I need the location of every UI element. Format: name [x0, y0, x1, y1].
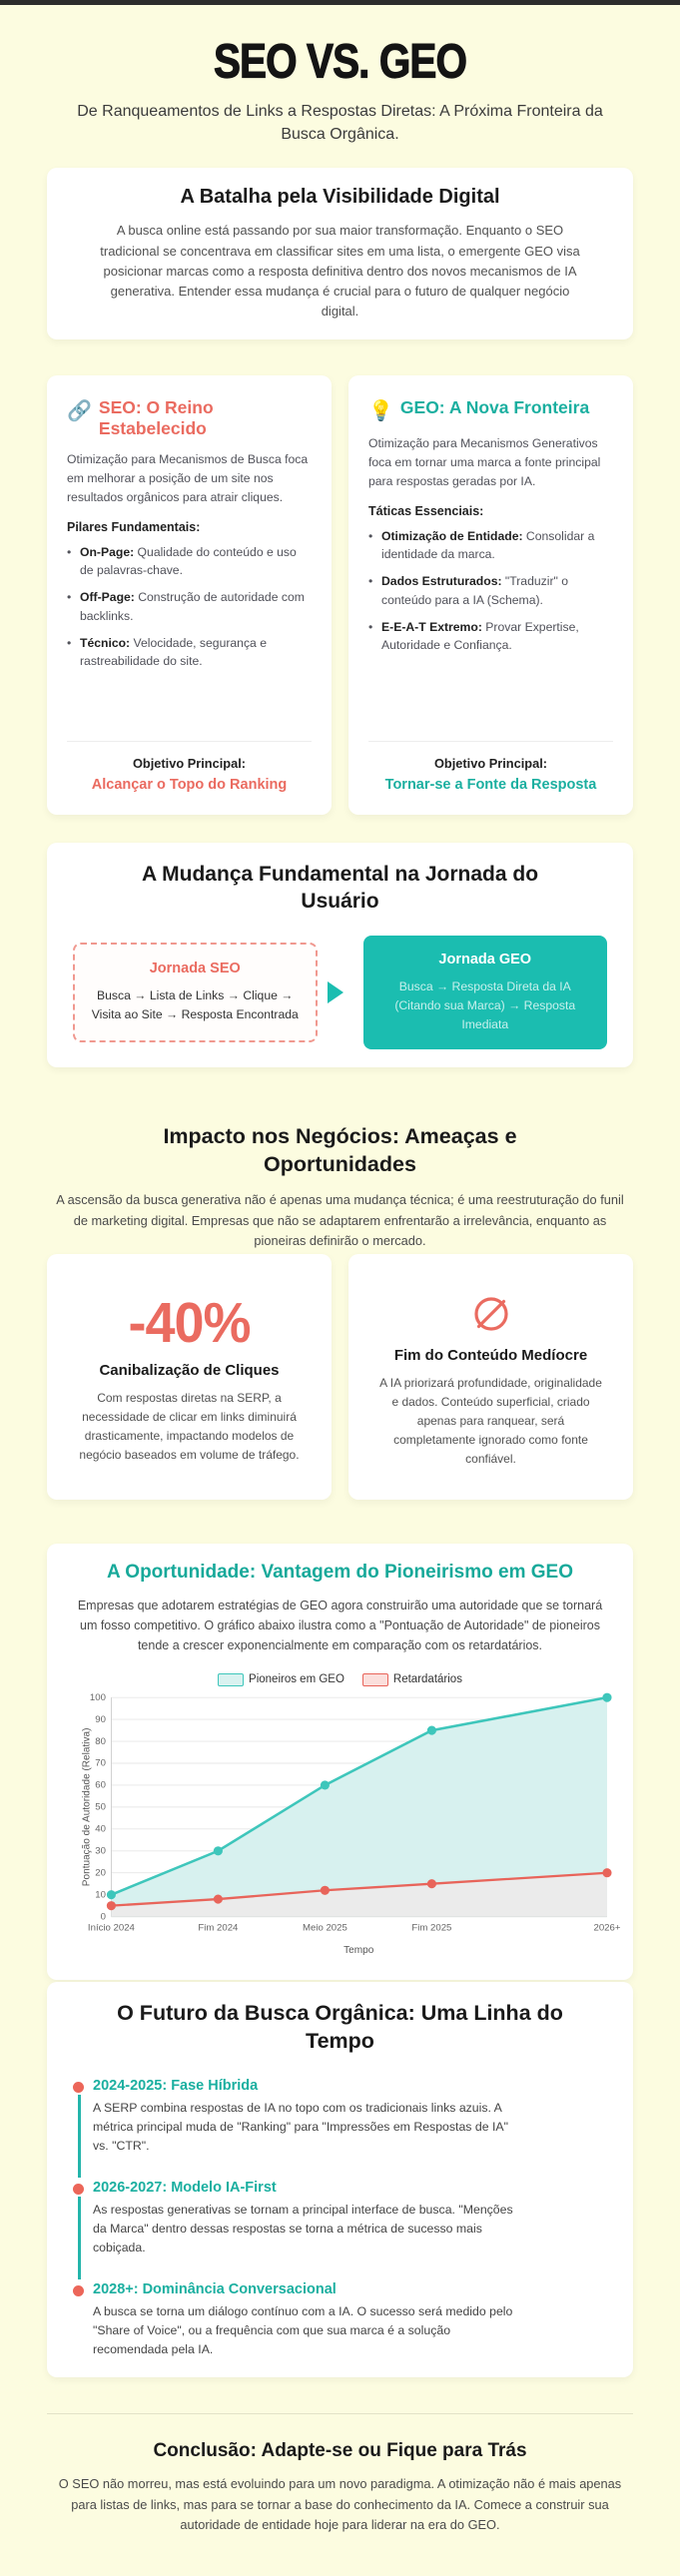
svg-text:80: 80	[95, 1735, 106, 1746]
svg-text:Início 2024: Início 2024	[88, 1922, 136, 1933]
svg-text:30: 30	[95, 1845, 106, 1856]
svg-text:Pontuação de Autoridade (Relat: Pontuação de Autoridade (Relativa)	[81, 1727, 92, 1886]
svg-text:Tempo: Tempo	[343, 1945, 374, 1956]
svg-text:90: 90	[95, 1714, 106, 1725]
svg-text:2026+: 2026+	[594, 1922, 621, 1933]
svg-text:Meio 2025: Meio 2025	[303, 1922, 347, 1933]
svg-text:10: 10	[95, 1889, 106, 1900]
svg-text:Fim 2025: Fim 2025	[411, 1922, 451, 1933]
svg-text:70: 70	[95, 1757, 106, 1768]
svg-text:100: 100	[90, 1692, 106, 1703]
svg-text:40: 40	[95, 1823, 106, 1834]
svg-text:60: 60	[95, 1779, 106, 1790]
svg-text:20: 20	[95, 1867, 106, 1878]
svg-text:50: 50	[95, 1801, 106, 1812]
svg-text:0: 0	[101, 1911, 106, 1922]
svg-text:Fim 2024: Fim 2024	[198, 1922, 239, 1933]
